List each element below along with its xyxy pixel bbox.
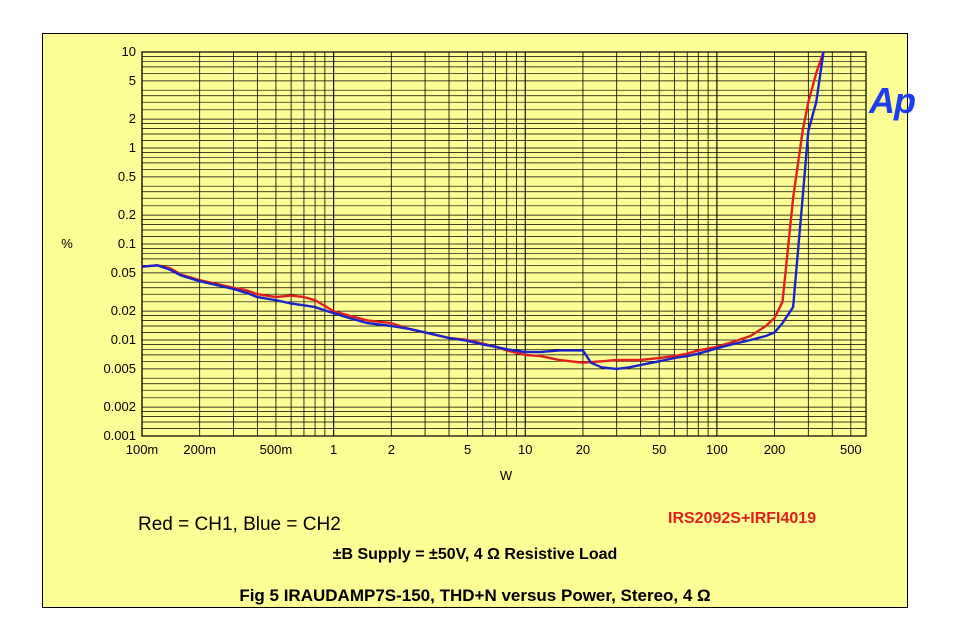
- x-tick-label: 200m: [183, 442, 216, 457]
- y-tick-label: 5: [129, 73, 136, 88]
- y-tick-label: 0.1: [118, 236, 136, 251]
- y-tick-label: 0.05: [111, 265, 136, 280]
- y-tick-label: 2: [129, 111, 136, 126]
- y-axis-label: %: [61, 236, 73, 251]
- x-tick-label: 2: [388, 442, 395, 457]
- y-tick-label: 0.001: [103, 428, 136, 443]
- x-axis-label: W: [500, 468, 513, 483]
- x-tick-label: 100m: [126, 442, 159, 457]
- x-tick-label: 5: [464, 442, 471, 457]
- y-tick-label: 10: [122, 44, 136, 59]
- chart-panel: 10 5 2 1 0.5 0.2 0.1 0.05 0.02 0.01 0.005 0.002 0.00…: [42, 33, 916, 608]
- y-tick-label: 0.02: [111, 303, 136, 318]
- x-tick-label: 200: [764, 442, 786, 457]
- series-line-ch2: [141, 51, 825, 371]
- supply-text: ±B Supply = ±50V, 4 Ω Resistive Load: [332, 546, 618, 563]
- x-tick-label: 500: [840, 442, 862, 457]
- y-tick-label: 1: [129, 140, 136, 155]
- x-tick-label: 10: [518, 442, 532, 457]
- x-tick-label: 1: [330, 442, 337, 457]
- y-tick-label: 0.01: [111, 332, 136, 347]
- y-tick-label: 0.005: [103, 361, 136, 376]
- model-label: IRS2092S+IRFI4019: [668, 510, 817, 527]
- x-tick-label: 50: [652, 442, 666, 457]
- y-tick-label: 0.2: [118, 207, 136, 222]
- figure-caption: Fig 5 IRAUDAMP7S-150, THD+N versus Power…: [239, 586, 711, 605]
- x-tick-label: 20: [576, 442, 590, 457]
- y-tick-label: 0.5: [118, 169, 136, 184]
- ap-logo: Ap: [869, 80, 916, 121]
- thd-chart: 10 5 2 1 0.5 0.2 0.1 0.05 0.02 0.01 0.005 0.002 0.00…: [61, 44, 867, 483]
- y-tick-label: 0.002: [103, 399, 136, 414]
- x-tick-label: 500m: [260, 442, 293, 457]
- legend-text: Red = CH1, Blue = CH2: [138, 514, 341, 535]
- x-tick-label: 100: [706, 442, 728, 457]
